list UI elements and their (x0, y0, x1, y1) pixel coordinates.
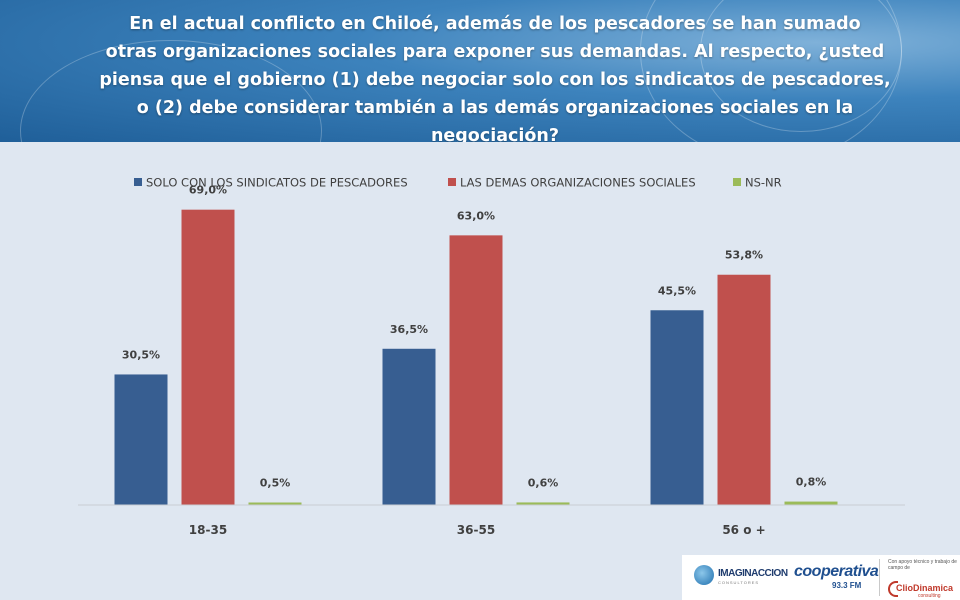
question-title: En el actual conflicto en Chiloé, además… (95, 10, 895, 142)
data-label: 69,0% (189, 184, 227, 197)
question-line: piensa que el gobierno (1) debe negociar… (99, 70, 891, 90)
x-tick-label: 56 o + (722, 523, 765, 537)
imaginaccion-text: IMAGINACCION (718, 568, 788, 579)
data-label: 45,5% (658, 284, 696, 297)
chart-area: SOLO CON LOS SINDICATOS DE PESCADORES LAS… (0, 142, 960, 552)
data-label: 0,5% (260, 477, 291, 490)
legend-label: LAS DEMAS ORGANIZACIONES SOCIALES (460, 176, 696, 190)
question-line: otras organizaciones sociales para expon… (105, 42, 885, 62)
cliodinamica-subtext: consulting (918, 593, 941, 599)
chart-legend: SOLO CON LOS SINDICATOS DE PESCADORES LAS… (134, 176, 782, 190)
bar-ns-nr-56oplus (784, 501, 838, 505)
bar-demas-organizaciones-56oplus (717, 274, 771, 505)
x-axis-ticks: 18-35 36-55 56 o + (189, 523, 766, 537)
data-label: 53,8% (725, 249, 763, 262)
question-line: En el actual conflicto en Chiloé, además… (129, 14, 861, 34)
bar-sindicatos-36-55 (382, 348, 436, 505)
legend-swatch (448, 178, 456, 186)
bar-demas-organizaciones-18-35 (181, 209, 235, 505)
bar-sindicatos-18-35 (114, 374, 168, 505)
legend-label: SOLO CON LOS SINDICATOS DE PESCADORES (146, 176, 408, 190)
x-tick-label: 36-55 (457, 523, 495, 537)
chart-bars (114, 209, 838, 506)
data-label: 63,0% (457, 209, 495, 222)
cooperativa-logo: cooperativa 93.3 FM (794, 563, 879, 590)
data-label: 30,5% (122, 348, 160, 361)
header-banner: En el actual conflicto en Chiloé, además… (0, 0, 960, 142)
data-label: 36,5% (390, 323, 428, 336)
logo-divider (879, 559, 880, 596)
legend-label: NS-NR (745, 176, 782, 190)
cooperativa-frequency: 93.3 FM (832, 581, 862, 590)
cliodinamica-text: ClioDinamica (896, 583, 954, 593)
bar-chart: SOLO CON LOS SINDICATOS DE PESCADORES LAS… (78, 176, 905, 537)
sponsor-logos: IMAGINACCION CONSULTORES cooperativa 93.… (682, 555, 960, 600)
legend-swatch (733, 178, 741, 186)
support-note: Con apoyo técnico y trabajo de campo de (888, 559, 957, 571)
bar-sindicatos-56oplus (650, 310, 704, 505)
question-line: o (2) debe considerar también a las demá… (136, 98, 854, 118)
imaginaccion-subtext: CONSULTORES (718, 580, 760, 585)
chart-data-labels: 30,5% 69,0% 0,5% 36,5% 63,0% 0,6% 45,5% 53,8% 0,… (122, 184, 826, 490)
cliodinamica-logo: Con apoyo técnico y trabajo de campo de … (888, 559, 958, 599)
data-label: 0,6% (528, 476, 559, 489)
legend-swatch (134, 178, 142, 186)
bar-ns-nr-18-35 (248, 502, 302, 505)
clio-mark-icon (888, 581, 898, 597)
globe-icon (694, 565, 714, 585)
data-label: 0,8% (796, 476, 827, 489)
bar-ns-nr-36-55 (516, 502, 570, 505)
cooperativa-text: cooperativa (794, 563, 879, 580)
question-line: negociación? (430, 126, 560, 142)
bar-demas-organizaciones-36-55 (449, 235, 503, 506)
x-tick-label: 18-35 (189, 523, 227, 537)
